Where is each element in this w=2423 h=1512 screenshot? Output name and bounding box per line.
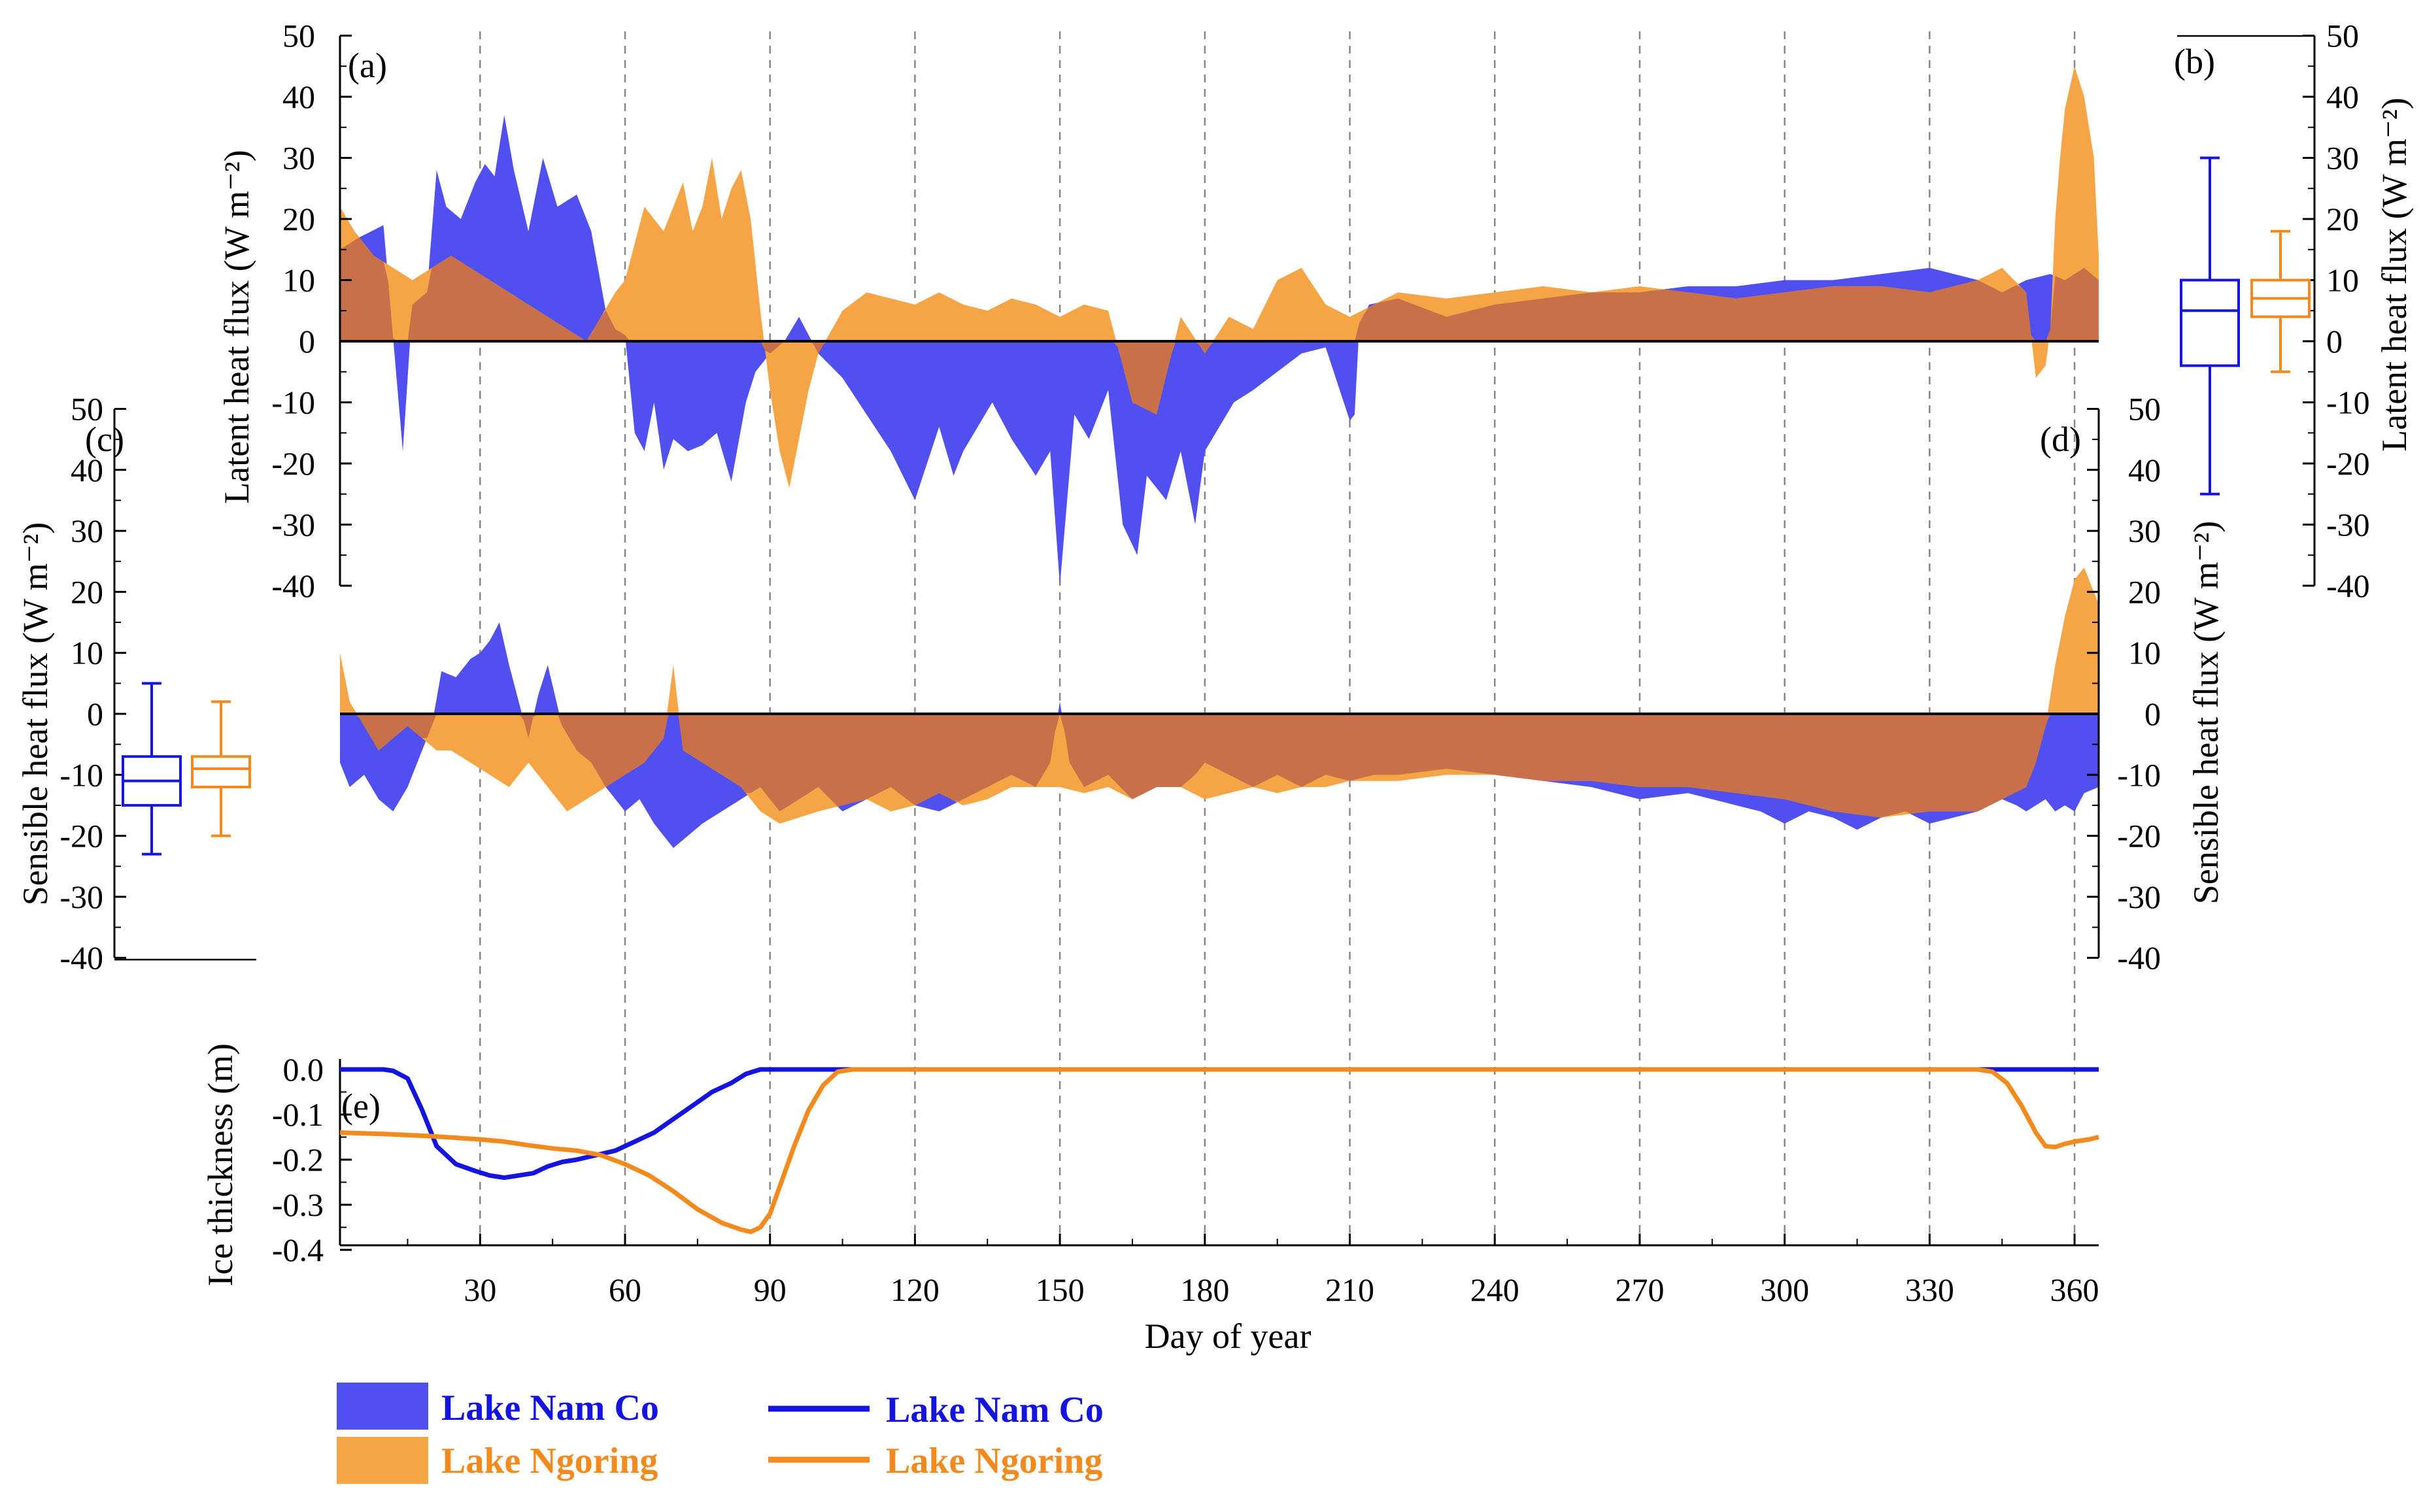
panel-d-y-tick-label: 50	[2128, 391, 2161, 428]
panel-b-y-tick-label: 50	[2326, 18, 2359, 54]
panel-d-y-tick-label: 30	[2128, 512, 2161, 549]
panel-b-y-tick-label: -40	[2326, 567, 2370, 604]
panel-a-area-overlap	[340, 237, 2099, 415]
panel-a-area-ngoring	[340, 66, 2099, 488]
panel-d-y-tick-label: 40	[2128, 452, 2161, 488]
x-tick-label: 330	[1905, 1271, 1954, 1308]
panel-a-y-tick-label: -40	[271, 567, 315, 604]
panel-e-line-ngoring	[339, 1067, 2099, 1234]
panel-c-box-ngoring-iqr	[191, 755, 251, 788]
panel-e-y-axis-title: Ice thickness (m)	[201, 1043, 240, 1286]
panel-a-y-tick-label: 10	[282, 262, 315, 299]
panel-c-sensible-heat-boxplot: 50 40 30 20 10 0 -10 -20 -30 -40	[59, 391, 256, 976]
panel-c-y-tick-label: -30	[59, 879, 103, 915]
panel-d-y-axis-title: Sensible heat flux (W m⁻²)	[2186, 521, 2226, 905]
panel-a-latent-heat-area	[340, 66, 2099, 586]
panel-d-y-tick-label: -20	[2117, 818, 2161, 854]
panel-c-y-tick-label: -40	[59, 939, 103, 976]
panel-b-y-tick-label: 10	[2326, 262, 2359, 299]
panel-c-y-tick-label: 10	[71, 635, 103, 671]
panel-d-y-tick-label: 20	[2128, 573, 2161, 610]
x-tick-label: 270	[1615, 1271, 1664, 1308]
panel-a-label: (a)	[348, 46, 387, 85]
legend-fill-swatch-ngoring	[337, 1437, 428, 1484]
x-tick-label: 60	[609, 1271, 641, 1308]
x-tick-label: 360	[2050, 1271, 2099, 1308]
panel-b-y-tick-label: -20	[2326, 445, 2370, 482]
panel-c-y-tick-label: 0	[87, 696, 103, 732]
panel-d-y-tick-label: 0	[2144, 696, 2161, 732]
panel-b-y-tick-label: 20	[2326, 201, 2359, 237]
panel-a-y-tick-label: 20	[282, 201, 315, 237]
panel-b-y-tick-label: 0	[2326, 323, 2343, 360]
x-tick-label: 30	[464, 1271, 496, 1308]
panel-d-y-tick-label: -10	[2117, 756, 2161, 793]
panel-b-latent-heat-boxplot: 50 40 30 20 10 0 -10 -20 -30 -40	[2177, 18, 2370, 604]
panel-b-y-tick-label: 40	[2326, 78, 2359, 115]
panel-b-box-nam-co-iqr	[2180, 278, 2240, 367]
panel-b-y-tick-label: -10	[2326, 384, 2370, 421]
legend-line-label-ngoring: Lake Ngoring	[886, 1441, 1102, 1481]
x-tick-label: 210	[1325, 1271, 1374, 1308]
panel-e-y-tick-label: -0.4	[272, 1232, 324, 1268]
panel-b-label: (b)	[2174, 42, 2215, 81]
panel-a-y-tick-label: -20	[271, 445, 315, 482]
panel-c-y-axis-title: Sensible heat flux (W m⁻²)	[16, 522, 55, 906]
panel-b-y-tick-label: -30	[2326, 507, 2370, 543]
panel-a-y-axis-title: Latent heat flux (W m⁻²)	[217, 150, 256, 504]
panel-d-area-overlap	[340, 714, 2099, 818]
legend-fill-label-nam-co: Lake Nam Co	[441, 1388, 659, 1428]
panel-e-y-tick-label: 0.0	[283, 1051, 324, 1088]
panel-a-area-nam-co	[340, 115, 2099, 586]
panel-a-y-tick-label: -10	[271, 384, 315, 421]
panel-d-y-axis: 50 40 30 20 10 0 -10 -20 -30 -40	[2087, 391, 2161, 976]
panel-b-y-axis-title: Latent heat flux (W m⁻²)	[2375, 97, 2414, 452]
panel-c-y-tick-label: 40	[71, 452, 103, 488]
panel-c-y-tick-label: -20	[59, 818, 103, 854]
legend-fill-swatch-nam-co	[337, 1383, 428, 1430]
panel-b-y-tick-label: 30	[2326, 140, 2359, 176]
panel-e-line-nam-co	[340, 1067, 2099, 1181]
x-axis-title: Day of year	[1145, 1317, 1312, 1356]
panel-d-y-tick-label: -40	[2117, 939, 2161, 976]
x-tick-label: 240	[1470, 1271, 1519, 1308]
panel-d-y-tick-label: 10	[2128, 635, 2161, 671]
panel-a-y-tick-label: -30	[271, 507, 315, 543]
legend-fill-label-ngoring: Lake Ngoring	[441, 1441, 658, 1481]
x-tick-label: 120	[890, 1271, 940, 1308]
panel-e-label: (e)	[341, 1086, 381, 1126]
x-tick-label: 150	[1036, 1271, 1085, 1308]
panel-a-y-tick-label: 50	[282, 18, 315, 54]
x-tick-label: 300	[1760, 1271, 1809, 1308]
panel-a-y-axis: 50 40 30 20 10 0 -10 -20 -30 -40	[271, 18, 352, 604]
panel-e-y-tick-label: -0.3	[272, 1186, 324, 1223]
panel-d-label: (d)	[2040, 420, 2081, 459]
legend: Lake Nam Co Lake Ngoring Lake Nam Co Lak…	[337, 1383, 1104, 1484]
x-tick-label: 90	[754, 1271, 787, 1308]
panel-c-y-tick-label: 50	[71, 391, 103, 428]
panel-e-y-tick-label: -0.1	[272, 1096, 324, 1133]
panel-e-y-tick-label: -0.2	[272, 1141, 324, 1178]
panel-a-y-tick-label: 0	[299, 323, 315, 360]
panel-a-y-tick-label: 30	[282, 140, 315, 176]
panel-a-y-tick-label: 40	[282, 78, 315, 115]
panel-e-ice-thickness: 0.0 -0.1 -0.2 -0.3 -0.4 30 60 90 120 150 180 210 240…	[272, 1051, 2099, 1308]
panel-c-label: (c)	[85, 420, 124, 459]
x-tick-label: 180	[1180, 1271, 1229, 1308]
legend-line-label-nam-co: Lake Nam Co	[886, 1390, 1104, 1430]
panel-c-y-tick-label: 20	[71, 573, 103, 610]
panel-d-sensible-heat-area	[340, 567, 2099, 848]
panel-c-y-tick-label: 30	[71, 512, 103, 549]
panel-c-y-tick-label: -10	[59, 756, 103, 793]
panel-d-y-tick-label: -30	[2117, 879, 2161, 915]
